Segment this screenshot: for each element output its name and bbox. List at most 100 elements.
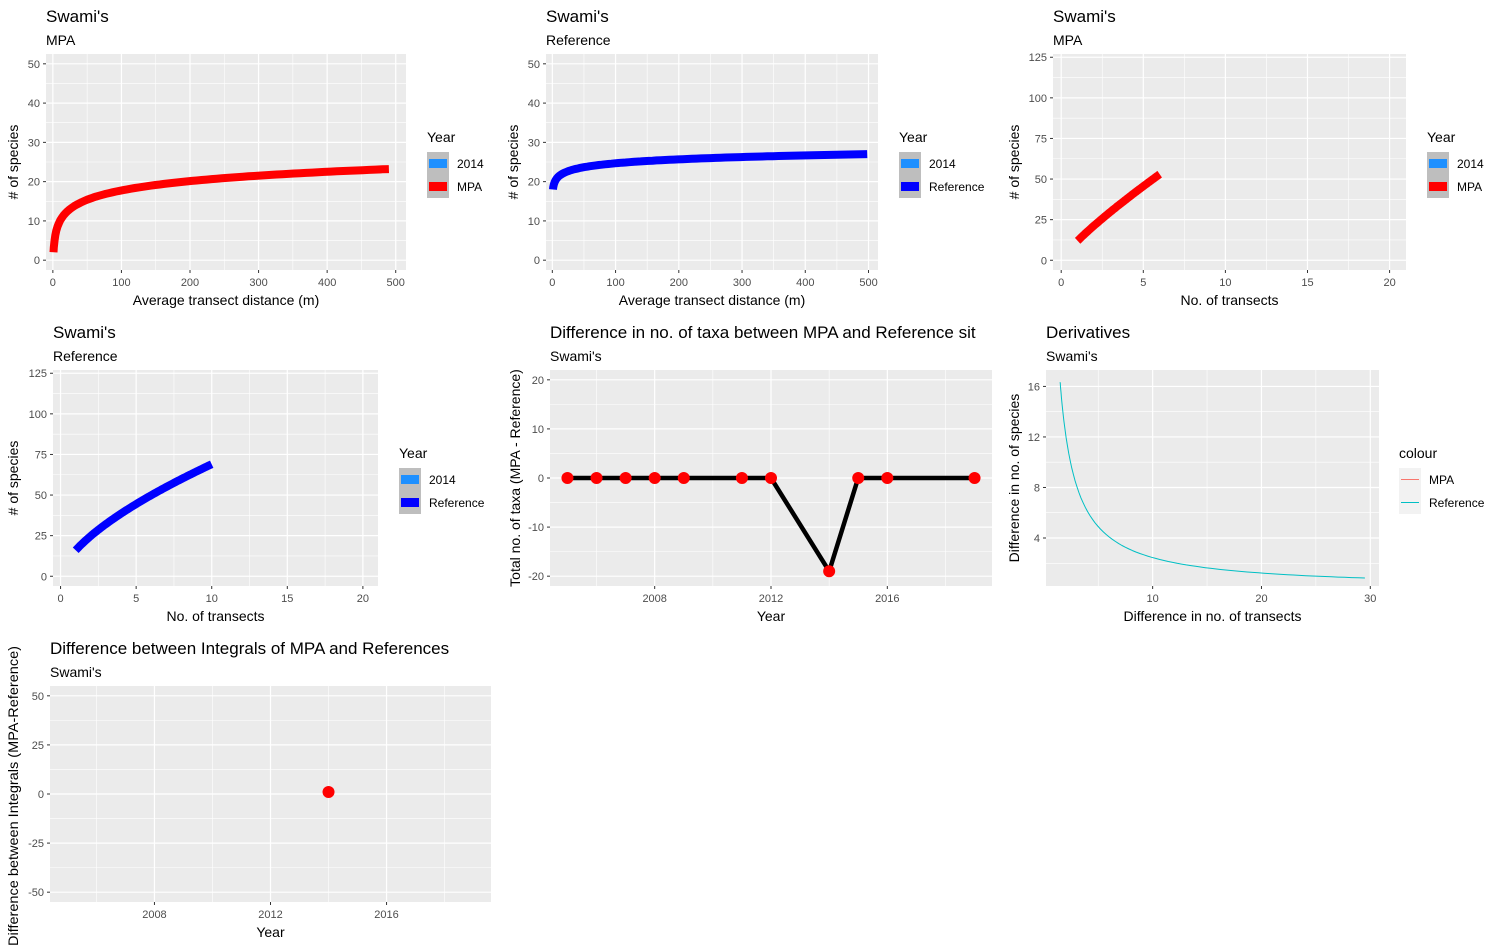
data-point	[881, 472, 894, 484]
y-tick-label: 50	[528, 59, 540, 71]
x-tick-label: 100	[112, 277, 130, 289]
legend-title: colour	[1399, 445, 1437, 461]
legend-label: Reference	[929, 180, 985, 194]
y-tick-label: -20	[528, 571, 544, 583]
y-axis-label: # of species	[5, 125, 21, 200]
x-tick-label: 10	[1219, 277, 1231, 289]
y-tick-label: 4	[1034, 533, 1040, 545]
y-tick-label: 25	[35, 531, 47, 543]
x-tick-label: 5	[1140, 277, 1146, 289]
y-axis-label: # of species	[1006, 125, 1022, 200]
data-point	[765, 472, 777, 484]
y-tick-label: 50	[35, 490, 47, 502]
legend-key	[1429, 182, 1447, 191]
panel-6: 10 20 30 4 8 12 16 Derivatives Swami's Difference…	[1006, 323, 1485, 624]
y-tick-label: 40	[28, 98, 40, 110]
y-tick-label: -50	[28, 887, 44, 899]
chart-title: Difference between Integrals of MPA and …	[50, 639, 449, 658]
series-line	[72, 460, 214, 554]
chart-title: Swami's	[46, 7, 109, 26]
chart-subtitle: Reference	[546, 32, 611, 48]
y-tick-label: 25	[32, 740, 44, 752]
x-axis-label: Year	[256, 924, 285, 940]
x-tick-label: 0	[50, 277, 56, 289]
y-tick-label: -25	[28, 838, 44, 850]
series-line	[1059, 382, 1365, 579]
series-line	[549, 150, 868, 192]
y-tick-label: 8	[1034, 482, 1040, 494]
y-tick-label: 0	[38, 789, 44, 801]
y-tick-label: 30	[28, 137, 40, 149]
y-tick-label: 0	[41, 571, 47, 583]
x-tick-label: 20	[1255, 593, 1267, 605]
panel-4: 0 5 10 15 20 0 25 50 75 100 125 Swami's Reference No.…	[5, 323, 485, 624]
data-point	[735, 472, 748, 484]
x-tick-label: 2012	[258, 909, 282, 921]
chart-title: Difference in no. of taxa between MPA an…	[550, 323, 976, 342]
y-tick-label: 10	[532, 424, 544, 436]
x-tick-label: 10	[1147, 593, 1159, 605]
panel-7: 2008 2012 2016 -50 -25 0 25 50 Difference betwee…	[5, 639, 491, 946]
y-tick-label: 50	[32, 691, 44, 703]
chart-title: Swami's	[1053, 7, 1116, 26]
panel-3: 0 5 10 15 20 0 25 50 75 100 125 Swami's MPA No. of tr…	[1006, 7, 1484, 308]
legend-label: 2014	[1457, 157, 1484, 171]
legend-label: Reference	[429, 496, 485, 510]
x-tick-label: 10	[206, 593, 218, 605]
x-tick-label: 0	[57, 593, 63, 605]
x-tick-label: 400	[318, 277, 336, 289]
data-point	[648, 472, 661, 484]
legend: colour MPA Reference	[1399, 445, 1485, 514]
series-line	[1074, 170, 1163, 244]
y-axis-label: Difference between Integrals (MPA-Refere…	[5, 646, 21, 946]
data-point	[823, 565, 836, 578]
y-tick-label: 20	[28, 177, 40, 189]
y-axis-label: # of species	[5, 441, 21, 516]
data-point	[561, 472, 574, 484]
legend-key	[429, 159, 447, 168]
x-tick-label: 100	[606, 277, 624, 289]
series-line	[49, 165, 390, 253]
panel-5: 2008 2012 2016 -20 -10 0 10 20 Difference in no.…	[507, 323, 992, 624]
x-tick-label: 2008	[142, 909, 166, 921]
legend-label: 2014	[929, 157, 956, 171]
data-point	[590, 472, 603, 484]
y-axis-label: Difference in no. of species	[1006, 394, 1022, 563]
chart-title: Swami's	[53, 323, 116, 342]
x-tick-label: 20	[1383, 277, 1395, 289]
y-tick-label: 20	[532, 375, 544, 387]
x-tick-label: 2016	[875, 593, 899, 605]
data-point	[677, 472, 690, 484]
y-tick-label: 10	[528, 216, 540, 228]
legend-title: Year	[1427, 129, 1456, 145]
legend-key	[901, 159, 919, 168]
x-tick-label: 5	[133, 593, 139, 605]
x-tick-label: 400	[796, 277, 814, 289]
y-tick-label: 10	[28, 216, 40, 228]
y-tick-label: 75	[35, 449, 47, 461]
legend-key	[401, 498, 419, 507]
panel-background	[1053, 54, 1406, 270]
y-tick-label: 50	[28, 59, 40, 71]
x-tick-label: 2012	[759, 593, 783, 605]
y-tick-label: 25	[1035, 215, 1047, 227]
y-tick-label: 30	[528, 137, 540, 149]
x-tick-label: 200	[181, 277, 199, 289]
y-tick-label: 0	[1041, 255, 1047, 267]
y-tick-label: 100	[1029, 93, 1047, 105]
x-tick-label: 500	[387, 277, 405, 289]
legend-key	[901, 182, 919, 191]
y-tick-label: 40	[528, 98, 540, 110]
legend-label: 2014	[457, 157, 484, 171]
legend-label: MPA	[1429, 473, 1454, 487]
y-tick-label: 12	[1028, 432, 1040, 444]
legend-label: MPA	[457, 180, 482, 194]
chart-subtitle: Swami's	[550, 348, 602, 364]
y-tick-label: 100	[29, 409, 47, 421]
x-tick-label: 300	[249, 277, 267, 289]
panel-background	[53, 370, 378, 586]
